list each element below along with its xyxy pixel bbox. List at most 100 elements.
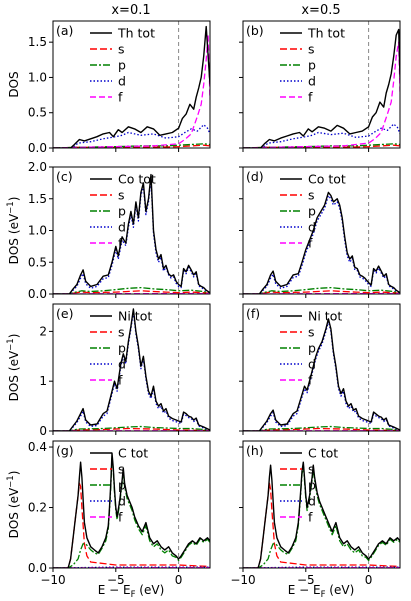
legend-label: Co tot bbox=[118, 172, 156, 187]
legend-label: C tot bbox=[308, 446, 338, 461]
y-tick-label: 2.0 bbox=[28, 160, 47, 174]
legend-label: f bbox=[308, 236, 313, 251]
legend-label: f bbox=[118, 373, 123, 388]
x-tick-label: −10 bbox=[230, 573, 255, 587]
x-tick-label: −5 bbox=[297, 573, 315, 587]
legend-label: d bbox=[308, 357, 316, 372]
legend-label: d bbox=[118, 494, 126, 509]
legend-label: s bbox=[118, 462, 125, 477]
legend-label: f bbox=[118, 236, 123, 251]
panel-label: (c) bbox=[56, 169, 73, 184]
series-line-tot bbox=[53, 452, 210, 568]
plot-frame bbox=[242, 440, 401, 569]
legend-label: d bbox=[308, 74, 316, 89]
plot-frame bbox=[52, 303, 211, 432]
series-line-s bbox=[243, 482, 400, 568]
axis-labels: DOS DOS(eV−1) DOS(eV−1) DOS(eV−1) E − EF (eV… bbox=[6, 71, 354, 600]
legend-label: Ni tot bbox=[308, 309, 342, 324]
series-line-d bbox=[53, 566, 210, 568]
legend-label: s bbox=[118, 188, 125, 203]
y-tick-label: 0.0 bbox=[28, 141, 47, 155]
plot-frame bbox=[242, 303, 401, 432]
legend-label: p bbox=[118, 58, 126, 73]
y-tick-label: 1.5 bbox=[28, 192, 47, 206]
x-axis-label: E − EF (eV) bbox=[288, 583, 355, 600]
legend-label: f bbox=[308, 373, 313, 388]
series-line-p bbox=[53, 425, 210, 431]
legend-label: s bbox=[308, 42, 315, 57]
x-tick-label: 0 bbox=[365, 573, 373, 587]
series-line-p bbox=[53, 286, 210, 294]
panel-label: (b) bbox=[246, 23, 264, 38]
legend-label: d bbox=[308, 494, 316, 509]
y-tick-label: 0.0 bbox=[28, 287, 47, 301]
series-line-p bbox=[243, 464, 400, 568]
column-title-right: x=0.5 bbox=[301, 3, 340, 18]
panel-label: (e) bbox=[56, 306, 73, 321]
series-line-f bbox=[53, 34, 210, 148]
series-line-p bbox=[53, 143, 210, 148]
legend-label: f bbox=[308, 510, 313, 525]
series-line-tot bbox=[243, 191, 400, 294]
series-line-tot bbox=[243, 28, 400, 148]
series-line-d bbox=[53, 177, 210, 294]
legend-label: s bbox=[308, 462, 315, 477]
plot-frame bbox=[52, 20, 211, 149]
legend-label: d bbox=[118, 357, 126, 372]
plot-frame bbox=[52, 440, 211, 569]
series-line-tot bbox=[53, 173, 210, 294]
legend-label: p bbox=[118, 204, 126, 219]
y-axis-label: DOS(eV−1) bbox=[6, 334, 21, 402]
y-tick-label: 0.4 bbox=[28, 440, 47, 454]
panel-label: (d) bbox=[246, 169, 264, 184]
legend-label: p bbox=[118, 341, 126, 356]
column-title-left: x=0.1 bbox=[111, 3, 150, 18]
y-tick-label: 2 bbox=[39, 324, 47, 338]
y-tick-label: 0.2 bbox=[28, 501, 47, 515]
legend-label: f bbox=[308, 90, 313, 105]
y-tick-label: 1.5 bbox=[28, 35, 47, 49]
legend-label: p bbox=[308, 58, 316, 73]
panel-label: (a) bbox=[56, 23, 73, 38]
y-tick-label: 0.5 bbox=[28, 106, 47, 120]
legend-label: f bbox=[118, 510, 123, 525]
plot-frame bbox=[242, 20, 401, 149]
series-line-d bbox=[243, 194, 400, 294]
series-line-p bbox=[53, 455, 210, 568]
series-line-s bbox=[53, 427, 210, 431]
legend-label: C tot bbox=[118, 446, 148, 461]
panel-label: (f) bbox=[246, 306, 260, 321]
y-axis-label: DOS(eV−1) bbox=[6, 471, 21, 539]
legend-label: s bbox=[118, 325, 125, 340]
x-tick-label: −10 bbox=[40, 573, 65, 587]
legend-label: d bbox=[118, 74, 126, 89]
series-line-f bbox=[243, 41, 400, 148]
series-line-s bbox=[243, 427, 400, 431]
series-line-s bbox=[53, 482, 210, 568]
series-line-tot bbox=[53, 308, 210, 431]
y-axis-label: DOS bbox=[7, 71, 21, 97]
legend-label: s bbox=[308, 325, 315, 340]
series-line-p bbox=[243, 143, 400, 148]
legend-label: s bbox=[308, 188, 315, 203]
legend-label: d bbox=[118, 220, 126, 235]
legend-label: Th tot bbox=[307, 26, 345, 41]
legend-label: p bbox=[308, 204, 316, 219]
series-line-tot bbox=[243, 461, 400, 568]
y-tick-label: 1.0 bbox=[28, 224, 47, 238]
series-line-tot bbox=[243, 318, 400, 431]
legend-label: s bbox=[118, 42, 125, 57]
y-tick-label: 1 bbox=[39, 374, 47, 388]
legend-label: Ni tot bbox=[118, 309, 152, 324]
series-line-p bbox=[243, 286, 400, 294]
legend-label: p bbox=[118, 478, 126, 493]
series-line-d bbox=[243, 566, 400, 568]
series-line-p bbox=[243, 425, 400, 431]
